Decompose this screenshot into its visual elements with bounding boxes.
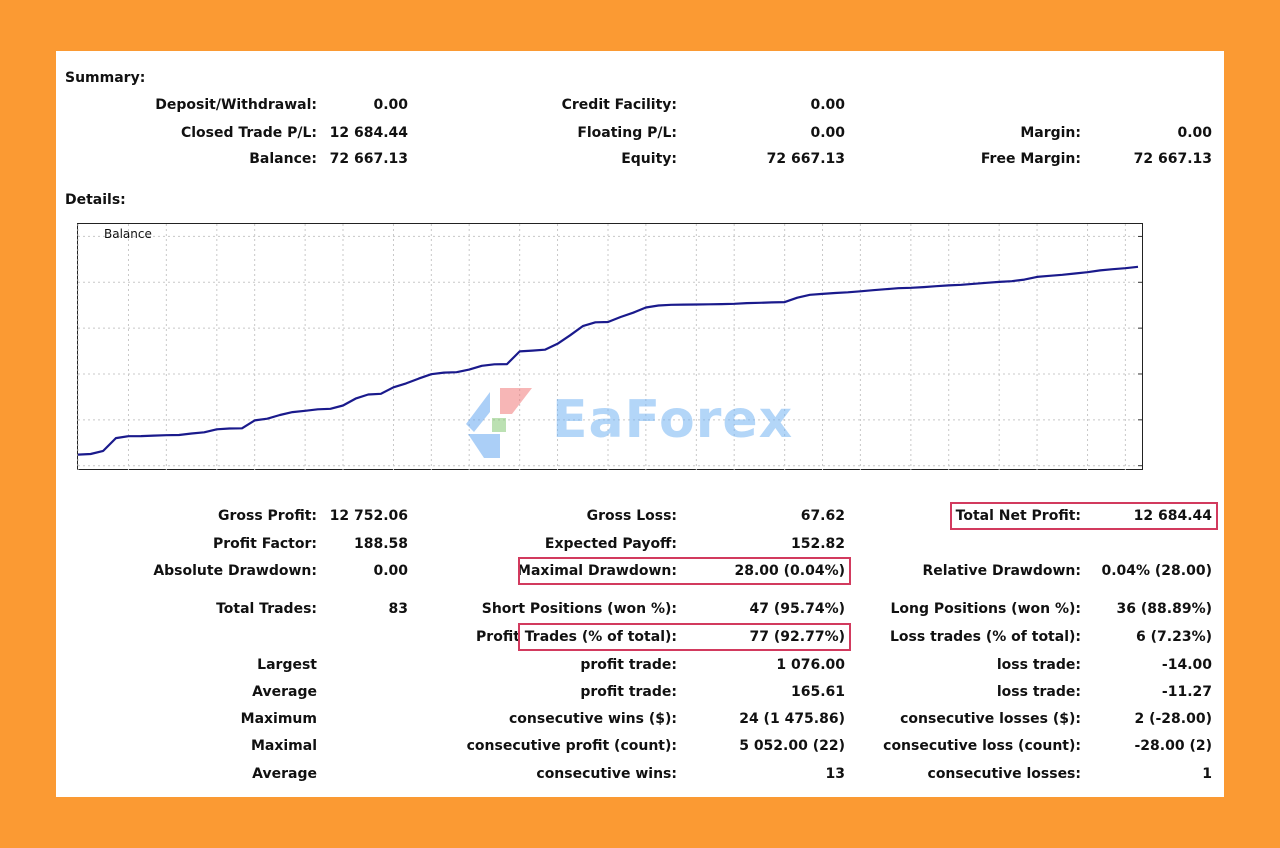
details-label-r5c2: loss trade: [996, 657, 1081, 673]
summary-value-r1c0: 12 684.44 [329, 125, 408, 141]
details-value-r1c0: 188.58 [353, 536, 408, 552]
details-label-r5c0: Largest [257, 657, 317, 673]
details-label-r6c1: profit trade: [580, 684, 677, 700]
details-label-r6c0: Average [252, 684, 317, 700]
details-label-r0c0: Gross Profit: [217, 508, 317, 524]
details-label-r3c2: Long Positions (won %): [890, 601, 1081, 617]
details-label-r1c0: Profit Factor: [212, 536, 317, 552]
summary-label-r2c1: Equity: [621, 151, 677, 167]
details-value-r9c1: 13 [825, 766, 845, 782]
details-value-r9c2: 1 [1202, 766, 1212, 782]
summary-value-r0c0: 0.00 [373, 97, 408, 113]
details-value-r0c1: 67.62 [800, 508, 845, 524]
summary-title: Summary: [65, 70, 146, 86]
details-value-r6c1: 165.61 [790, 684, 845, 700]
summary-value-r2c2: 72 667.13 [1133, 151, 1212, 167]
summary-value-r2c0: 72 667.13 [329, 151, 408, 167]
summary-value-r1c2: 0.00 [1177, 125, 1212, 141]
details-label-r9c2: consecutive losses: [927, 766, 1081, 782]
details-value-r5c2: -14.00 [1161, 657, 1212, 673]
summary-label-r1c2: Margin: [1020, 125, 1081, 141]
details-label-r2c1: Maximal Drawdown: [517, 563, 677, 579]
details-value-r3c2: 36 (88.89%) [1116, 601, 1212, 617]
details-label-r7c1: consecutive wins ($): [508, 711, 677, 727]
details-title: Details: [65, 192, 126, 208]
details-value-r8c1: 5 052.00 (22) [739, 738, 845, 754]
details-value-r4c2: 6 (7.23%) [1136, 629, 1212, 645]
chart-legend: Balance [104, 227, 152, 241]
details-label-r4c1: Profit Trades (% of total): [476, 629, 677, 645]
details-value-r3c0: 83 [388, 601, 408, 617]
details-label-r2c2: Relative Drawdown: [922, 563, 1081, 579]
details-value-r2c2: 0.04% (28.00) [1101, 563, 1212, 579]
details-highlight-r4c1 [518, 623, 851, 651]
details-label-r4c2: Loss trades (% of total): [890, 629, 1081, 645]
details-value-r0c0: 12 752.06 [329, 508, 408, 524]
details-highlight-r2c1 [518, 557, 851, 585]
details-value-r3c1: 47 (95.74%) [749, 601, 845, 617]
details-label-r9c1: consecutive wins: [536, 766, 677, 782]
details-value-r2c0: 0.00 [373, 563, 408, 579]
details-label-r5c1: profit trade: [580, 657, 677, 673]
details-label-r3c0: Total Trades: [216, 601, 317, 617]
details-value-r2c1: 28.00 (0.04%) [734, 563, 845, 579]
report-panel: Summary: Deposit/Withdrawal: 0.00 Credit F… [56, 51, 1224, 797]
summary-value-r0c1: 0.00 [810, 97, 845, 113]
details-label-r7c0: Maximum [240, 711, 317, 727]
details-label-r8c2: consecutive loss (count): [883, 738, 1081, 754]
details-value-r6c2: -11.27 [1161, 684, 1212, 700]
details-label-r2c0: Absolute Drawdown: [153, 563, 317, 579]
summary-label-r0c1: Credit Facility: [561, 97, 677, 113]
details-label-r0c2: Total Net Profit: [955, 508, 1081, 524]
balance-chart-svg: 0471114182125283135384245495256596266697… [77, 224, 1142, 470]
details-value-r4c1: 77 (92.77%) [749, 629, 845, 645]
details-value-r7c2: 2 (-28.00) [1134, 711, 1212, 727]
details-value-r0c2: 12 684.44 [1133, 508, 1212, 524]
summary-value-r2c1: 72 667.13 [766, 151, 845, 167]
details-label-r8c0: Maximal [250, 738, 317, 754]
summary-label-r0c0: Deposit/Withdrawal: [155, 97, 317, 113]
summary-label-r2c2: Free Margin: [980, 151, 1081, 167]
details-label-r7c2: consecutive losses ($): [900, 711, 1081, 727]
details-label-r0c1: Gross Loss: [586, 508, 677, 524]
summary-label-r1c0: Closed Trade P/L: [180, 125, 317, 141]
balance-chart: 0471114182125283135384245495256596266697… [77, 223, 1143, 470]
summary-value-r1c1: 0.00 [810, 125, 845, 141]
details-value-r8c2: -28.00 (2) [1134, 738, 1212, 754]
details-value-r1c1: 152.82 [790, 536, 845, 552]
details-label-r9c0: Average [252, 766, 317, 782]
details-label-r6c2: loss trade: [996, 684, 1081, 700]
details-label-r1c1: Expected Payoff: [544, 536, 677, 552]
details-value-r5c1: 1 076.00 [776, 657, 845, 673]
details-label-r8c1: consecutive profit (count): [466, 738, 677, 754]
balance-line [77, 265, 1139, 456]
details-value-r7c1: 24 (1 475.86) [739, 711, 845, 727]
details-highlight-r0c2 [950, 502, 1218, 530]
details-label-r3c1: Short Positions (won %): [481, 601, 677, 617]
summary-label-r1c1: Floating P/L: [577, 125, 677, 141]
summary-label-r2c0: Balance: [249, 151, 317, 167]
